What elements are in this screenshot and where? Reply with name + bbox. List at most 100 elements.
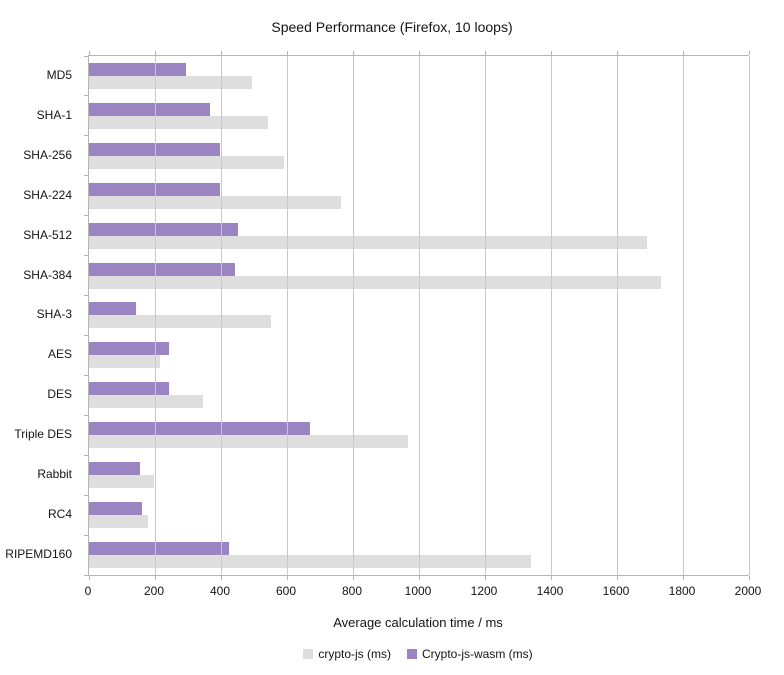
category-label: Triple DES	[14, 427, 72, 442]
bar-group	[89, 375, 749, 415]
x-tick-label: 400	[209, 584, 231, 598]
gridline	[286, 56, 288, 575]
bar-crypto-js-wasm	[89, 62, 186, 76]
bar-crypto-js	[89, 155, 285, 169]
x-tick-label: 200	[143, 584, 165, 598]
y-axis-tick	[84, 414, 88, 416]
x-tick-label: 1600	[602, 584, 630, 598]
y-axis-tick	[84, 55, 88, 57]
bar-group	[89, 56, 749, 96]
x-axis-tick-bottom	[352, 576, 354, 580]
gridline	[748, 56, 750, 575]
bar-series-container	[89, 56, 749, 575]
legend-swatch	[303, 649, 314, 659]
bar-crypto-js-wasm	[89, 182, 220, 196]
y-axis-tick	[84, 334, 88, 336]
category-label: SHA-256	[23, 147, 72, 162]
bar-crypto-js-wasm	[89, 542, 229, 556]
gridline	[154, 56, 156, 575]
x-axis-tick-top	[220, 51, 222, 55]
legend-swatch	[407, 649, 417, 659]
bar-crypto-js-wasm	[89, 382, 169, 396]
x-axis-tick-bottom	[154, 576, 156, 580]
bar-group	[89, 415, 749, 455]
bar-crypto-js	[89, 395, 204, 409]
x-axis-tick-top	[418, 51, 420, 55]
bar-crypto-js	[89, 315, 272, 329]
y-axis-tick	[84, 295, 88, 297]
bar-crypto-js	[89, 195, 342, 209]
x-axis-tick-bottom	[616, 576, 618, 580]
bar-group	[89, 96, 749, 136]
bar-crypto-js-wasm	[89, 422, 311, 436]
y-axis-tick	[84, 95, 88, 97]
bar-group	[89, 216, 749, 256]
y-axis-tick	[84, 135, 88, 137]
bar-crypto-js	[89, 355, 160, 369]
bar-group	[89, 296, 749, 336]
y-axis-tick	[84, 255, 88, 257]
bar-group	[89, 455, 749, 495]
category-label: AES	[47, 347, 72, 362]
bar-crypto-js	[89, 275, 662, 289]
category-label: DES	[47, 387, 72, 402]
category-label: MD5	[46, 67, 72, 82]
x-axis-tick-bottom	[418, 576, 420, 580]
x-axis-tick-top	[352, 51, 354, 55]
x-axis-tick-top	[88, 51, 90, 55]
x-tick-label: 1200	[470, 584, 498, 598]
x-axis-tick-bottom	[220, 576, 222, 580]
bar-crypto-js	[89, 235, 648, 249]
y-axis-tick	[84, 215, 88, 217]
x-axis-title: Average calculation time / ms	[333, 615, 503, 630]
bar-group	[89, 535, 749, 575]
gridline	[616, 56, 618, 575]
x-axis-tick-top	[484, 51, 486, 55]
category-label: SHA-224	[23, 187, 72, 202]
y-axis-tick	[84, 574, 88, 576]
bar-crypto-js	[89, 475, 154, 489]
x-tick-label: 2000	[734, 584, 762, 598]
bar-group	[89, 176, 749, 216]
x-tick-label: 800	[341, 584, 363, 598]
y-axis-tick	[84, 175, 88, 177]
category-label: RIPEMD160	[5, 547, 72, 562]
bar-crypto-js	[89, 555, 531, 569]
y-axis-tick	[84, 494, 88, 496]
gridline	[352, 56, 354, 575]
x-tick-label: 0	[84, 584, 92, 598]
legend: crypto-js (ms) Crypto-js-wasm (ms)	[88, 647, 748, 661]
gridline	[220, 56, 222, 575]
chart-title: Speed Performance (Firefox, 10 loops)	[271, 19, 513, 35]
bar-crypto-js-wasm	[89, 462, 141, 476]
x-axis-tick-top	[748, 51, 750, 55]
bar-group	[89, 495, 749, 535]
gridline	[682, 56, 684, 575]
x-axis-tick-top	[616, 51, 618, 55]
category-label: SHA-512	[23, 227, 72, 242]
bar-crypto-js-wasm	[89, 222, 239, 236]
category-label: SHA-1	[36, 107, 72, 122]
x-axis-tick-top	[550, 51, 552, 55]
category-label: SHA-384	[23, 267, 72, 282]
bar-group	[89, 335, 749, 375]
category-label: RC4	[47, 507, 72, 522]
bar-crypto-js-wasm	[89, 342, 169, 356]
legend-item: crypto-js (ms)	[303, 647, 391, 661]
legend-item: Crypto-js-wasm (ms)	[407, 647, 533, 661]
x-tick-label: 1800	[668, 584, 696, 598]
bar-group	[89, 256, 749, 296]
bar-crypto-js	[89, 435, 408, 449]
y-axis-tick	[84, 374, 88, 376]
legend-label: Crypto-js-wasm (ms)	[422, 647, 533, 661]
x-tick-label: 1000	[404, 584, 432, 598]
x-axis-tick-bottom	[748, 576, 750, 580]
category-label: SHA-3	[36, 307, 72, 322]
bar-crypto-js-wasm	[89, 302, 136, 316]
y-axis-category-labels: MD5 SHA-1 SHA-256 SHA-224 SHA-512 SHA-384 SHA-…	[0, 55, 80, 574]
x-axis-tick-bottom	[286, 576, 288, 580]
plot-area	[84, 51, 750, 580]
x-axis-tick-bottom	[550, 576, 552, 580]
x-tick-label: 1400	[536, 584, 564, 598]
